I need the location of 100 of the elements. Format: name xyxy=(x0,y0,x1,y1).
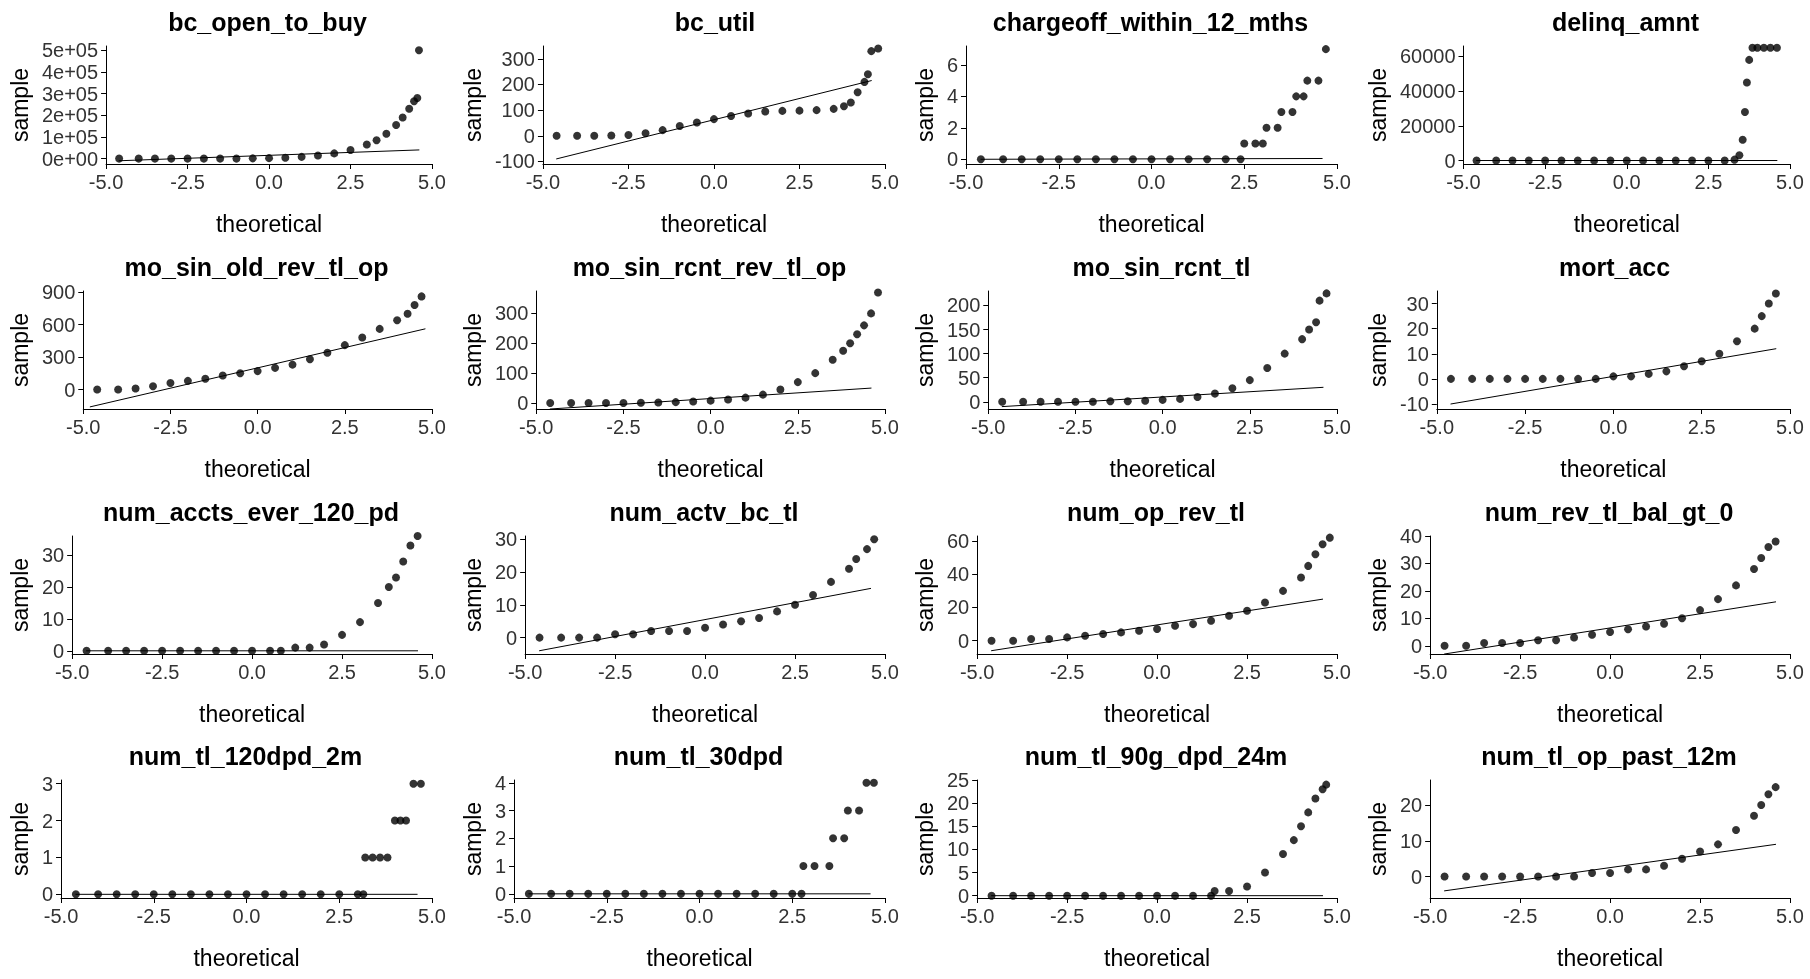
y-axis-title: sample xyxy=(1364,802,1390,877)
y-tick-label: 0 xyxy=(1410,634,1422,657)
x-tick-label: -2.5 xyxy=(153,415,188,438)
x-tick-label: -5.0 xyxy=(88,171,124,193)
x-tick-label: 2.5 xyxy=(1687,415,1716,438)
x-axis-title: theoretical xyxy=(1559,455,1666,482)
y-tick-label: 10 xyxy=(41,607,65,630)
y-tick-label: 2e+05 xyxy=(41,104,99,127)
y-tick-label: 3e+05 xyxy=(41,82,99,105)
x-axis-title: theoretical xyxy=(1104,700,1211,726)
x-tick-label: 2.5 xyxy=(780,660,809,683)
x-tick-label: 0.0 xyxy=(699,171,728,193)
x-axis-title: theoretical xyxy=(1556,944,1663,971)
y-tick-label: 100 xyxy=(501,99,535,122)
y-tick-label: 2 xyxy=(494,827,506,850)
y-axis-title: sample xyxy=(911,802,938,877)
chart-title: mo_sin_rcnt_rev_tl_op xyxy=(572,252,846,281)
y-tick-label: 4 xyxy=(494,772,506,795)
x-tick-label: 0.0 xyxy=(696,415,725,438)
y-tick-label: 100 xyxy=(494,361,528,384)
y-tick-label: 300 xyxy=(501,47,535,70)
y-tick-label: 20 xyxy=(946,792,970,815)
y-tick-label: 1 xyxy=(41,846,54,869)
x-tick-label: 0.0 xyxy=(255,171,283,193)
x-tick-label: 5.0 xyxy=(1323,660,1351,683)
chart-title: chargeoff_within_12_mths xyxy=(992,7,1309,36)
x-tick-label: 5.0 xyxy=(418,660,446,683)
y-tick-label: 10 xyxy=(494,593,517,616)
y-tick-label: 0 xyxy=(969,390,981,413)
x-axis-title: theoretical xyxy=(204,455,311,482)
y-axis-title: sample xyxy=(459,312,485,387)
x-axis-title: theoretical xyxy=(660,210,767,237)
y-tick-label: 4e+05 xyxy=(41,60,99,83)
x-tick-label: 0.0 xyxy=(243,415,272,438)
x-tick-label: 5.0 xyxy=(418,171,446,193)
x-tick-label: 0.0 xyxy=(685,905,713,928)
y-tick-label: 2 xyxy=(946,116,959,139)
y-axis-title: sample xyxy=(911,312,938,387)
x-tick-label: -5.0 xyxy=(959,660,995,683)
y-tick-label: 40 xyxy=(946,562,970,585)
y-tick-label: 30 xyxy=(494,527,517,550)
y-tick-label: 30 xyxy=(1406,292,1429,315)
y-tick-label: 40000 xyxy=(1399,80,1456,103)
y-tick-label: 0 xyxy=(53,639,65,662)
y-tick-label: 30 xyxy=(1399,551,1422,574)
x-tick-label: 5.0 xyxy=(1775,905,1804,928)
x-tick-label: 5.0 xyxy=(1323,171,1351,193)
y-tick-label: 300 xyxy=(41,345,76,368)
y-tick-label: 0 xyxy=(958,629,970,652)
x-tick-label: -2.5 xyxy=(1049,905,1085,928)
y-tick-label: 0 xyxy=(523,124,535,147)
y-axis-title: sample xyxy=(1364,67,1390,143)
x-tick-label: -2.5 xyxy=(589,905,624,928)
y-axis-title: sample xyxy=(1364,557,1390,632)
x-axis-title: theoretical xyxy=(1098,210,1205,237)
chart-title: num_rev_tl_bal_gt_0 xyxy=(1484,497,1733,525)
y-tick-label: -10 xyxy=(1399,392,1429,415)
y-tick-label: 2 xyxy=(41,809,54,832)
x-tick-label: 2.5 xyxy=(1693,171,1722,193)
x-axis-title: theoretical xyxy=(651,700,758,726)
chart-title: delinq_amnt xyxy=(1551,7,1700,36)
x-tick-label: 5.0 xyxy=(418,415,446,438)
y-axis-title: sample xyxy=(911,557,938,632)
y-tick-label: 0 xyxy=(1417,367,1429,390)
x-tick-label: 2.5 xyxy=(1233,905,1261,928)
chart-title: mo_sin_old_rev_tl_op xyxy=(124,252,389,281)
chart-title: num_actv_bc_tl xyxy=(609,497,798,525)
chart-title: num_tl_op_past_12m xyxy=(1480,741,1737,770)
x-tick-label: -5.0 xyxy=(1412,660,1447,683)
x-tick-label: -2.5 xyxy=(1049,660,1085,683)
y-tick-label: 10 xyxy=(1406,342,1429,365)
x-axis-title: theoretical xyxy=(1104,944,1211,971)
x-tick-label: -2.5 xyxy=(144,660,180,683)
y-tick-label: 0 xyxy=(1410,865,1422,888)
x-tick-label: 5.0 xyxy=(1775,171,1804,193)
x-tick-label: -2.5 xyxy=(1502,660,1537,683)
x-tick-label: 0.0 xyxy=(1595,660,1624,683)
y-tick-label: 200 xyxy=(501,73,535,96)
y-tick-label: 30 xyxy=(41,543,65,566)
x-tick-label: -5.0 xyxy=(518,415,553,438)
x-tick-label: 0.0 xyxy=(1595,905,1624,928)
y-axis-title: sample xyxy=(6,312,33,387)
y-tick-label: -100 xyxy=(494,150,535,173)
x-tick-label: -2.5 xyxy=(1041,171,1076,193)
x-tick-label: 2.5 xyxy=(328,660,356,683)
y-axis-title: sample xyxy=(459,67,485,143)
x-tick-label: 2.5 xyxy=(1230,171,1259,193)
y-tick-label: 4 xyxy=(946,85,959,108)
y-tick-label: 0e+00 xyxy=(41,147,99,170)
y-tick-label: 0 xyxy=(1443,149,1456,172)
x-tick-label: -2.5 xyxy=(1527,171,1562,193)
x-tick-label: -5.0 xyxy=(948,171,984,193)
x-tick-label: -5.0 xyxy=(507,660,542,683)
chart-title: bc_open_to_buy xyxy=(168,7,367,36)
x-tick-label: -2.5 xyxy=(170,171,205,193)
x-tick-label: -5.0 xyxy=(43,905,79,928)
y-tick-label: 3 xyxy=(494,799,506,822)
chart-title: num_op_rev_tl xyxy=(1067,497,1245,525)
x-tick-label: -5.0 xyxy=(971,415,1006,438)
x-axis-title: theoretical xyxy=(193,944,300,971)
